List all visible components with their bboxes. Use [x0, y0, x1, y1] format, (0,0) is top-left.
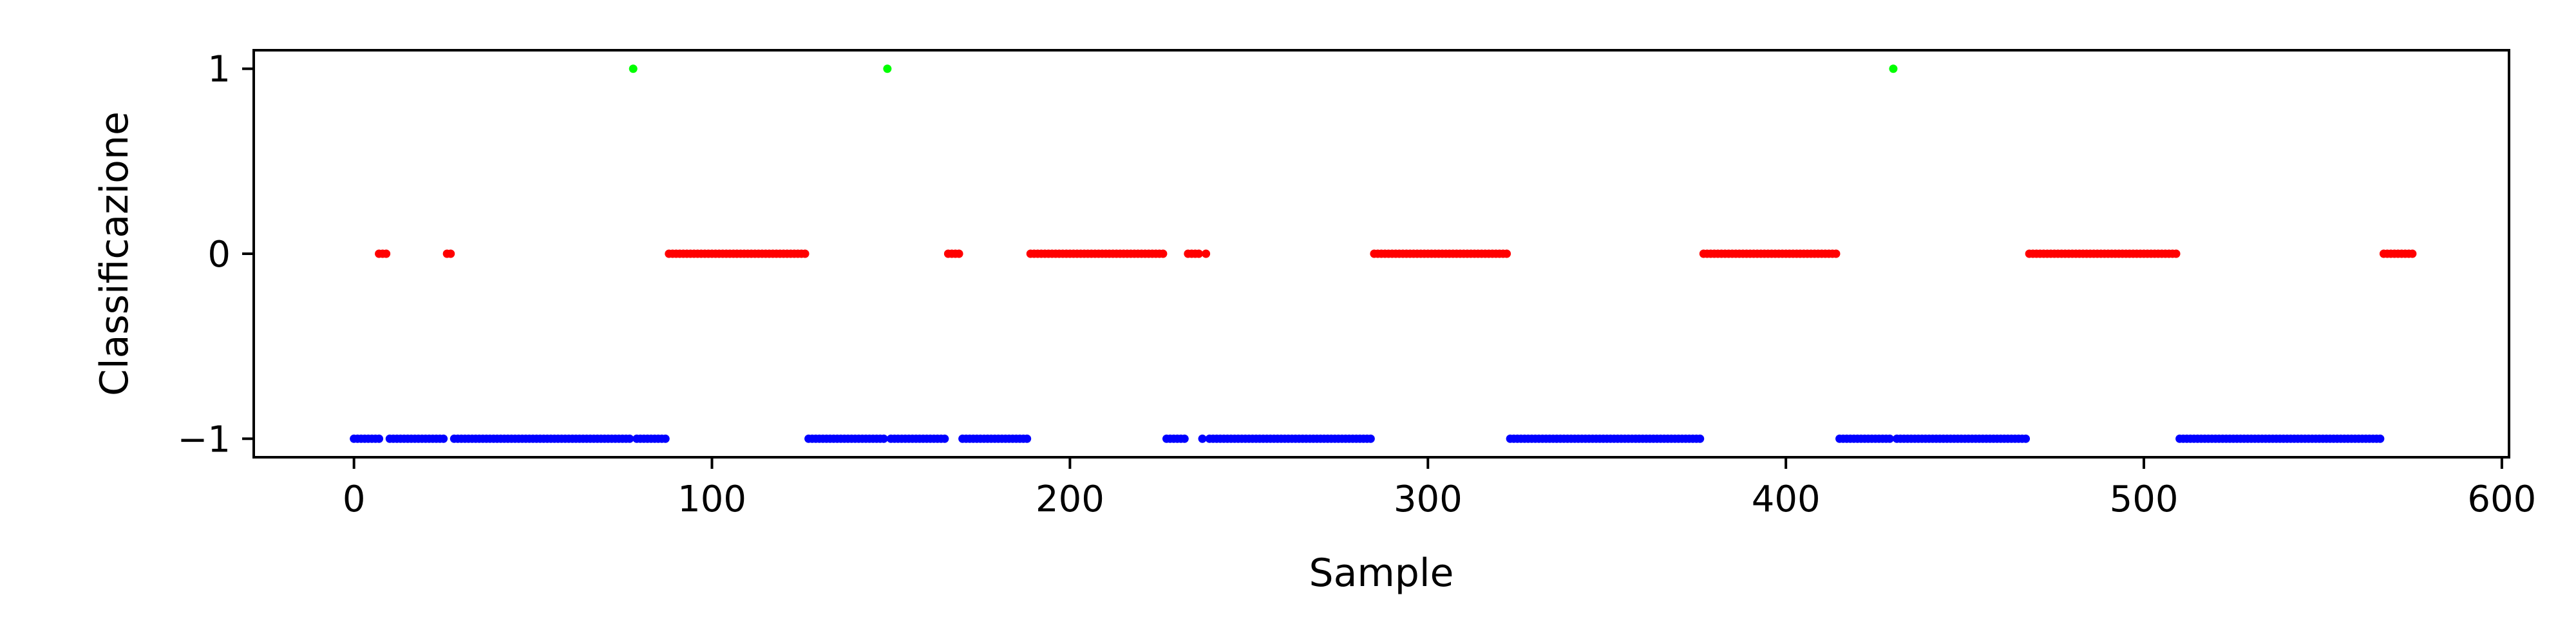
y-axis-label: Classificazione: [92, 111, 137, 396]
data-point: [1885, 434, 1894, 443]
data-point: [2022, 434, 2031, 443]
data-point: [883, 64, 892, 73]
axes-layer: 0 100 200 300 400 500 600 −1 0 1: [177, 49, 2536, 520]
x-tick-label: 200: [1036, 478, 1104, 520]
x-tick-label: 300: [1394, 478, 1463, 520]
data-point: [1502, 249, 1511, 258]
data-point: [1180, 434, 1189, 443]
data-point: [2376, 434, 2385, 443]
x-tick-label: 600: [2467, 478, 2536, 520]
data-point: [382, 249, 391, 258]
data-point: [1889, 64, 1898, 73]
data-point: [1023, 434, 1032, 443]
data-point: [625, 434, 634, 443]
data-point: [940, 434, 949, 443]
x-tick-label: 500: [2110, 478, 2179, 520]
x-axis-label: Sample: [1309, 551, 1454, 596]
data-point: [879, 434, 888, 443]
data-point: [439, 434, 448, 443]
data-point: [1202, 249, 1211, 258]
data-point: [1696, 434, 1705, 443]
data-point: [800, 249, 810, 258]
y-tick-label: 0: [207, 234, 231, 276]
data-point: [954, 249, 963, 258]
data-point: [1159, 249, 1168, 258]
data-point: [629, 64, 638, 73]
data-points-layer: [350, 64, 2417, 443]
x-tick-label: 100: [677, 478, 746, 520]
data-point: [1366, 434, 1375, 443]
data-point: [661, 434, 670, 443]
y-tick-label: 1: [207, 49, 231, 91]
data-point: [1198, 434, 1207, 443]
x-tick-label: 400: [1752, 478, 1821, 520]
data-point: [1195, 249, 1203, 258]
data-point: [1832, 249, 1841, 258]
y-tick-label: −1: [177, 419, 231, 460]
data-point: [2408, 249, 2417, 258]
data-point: [375, 434, 384, 443]
x-tick-label: 0: [343, 478, 366, 520]
data-point: [446, 249, 455, 258]
data-point: [2172, 249, 2181, 258]
